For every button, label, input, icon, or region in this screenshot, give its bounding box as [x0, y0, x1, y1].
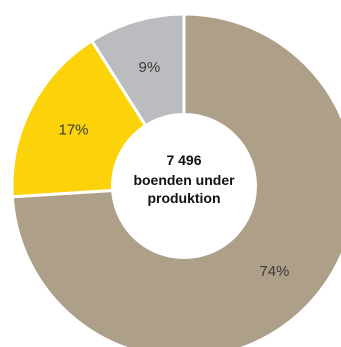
labels-group: 74% 17% 9%	[58, 59, 289, 280]
slice-label-1: 74%	[259, 263, 289, 280]
center-line-1: boenden under	[133, 172, 235, 188]
pie-slice-1	[10, 12, 341, 347]
center-hole	[111, 113, 257, 259]
center-line-2: produktion	[147, 190, 220, 206]
center-value: 7 496	[166, 152, 201, 168]
slice-label-3: 9%	[139, 59, 161, 76]
slice-label-2: 17%	[58, 122, 88, 139]
